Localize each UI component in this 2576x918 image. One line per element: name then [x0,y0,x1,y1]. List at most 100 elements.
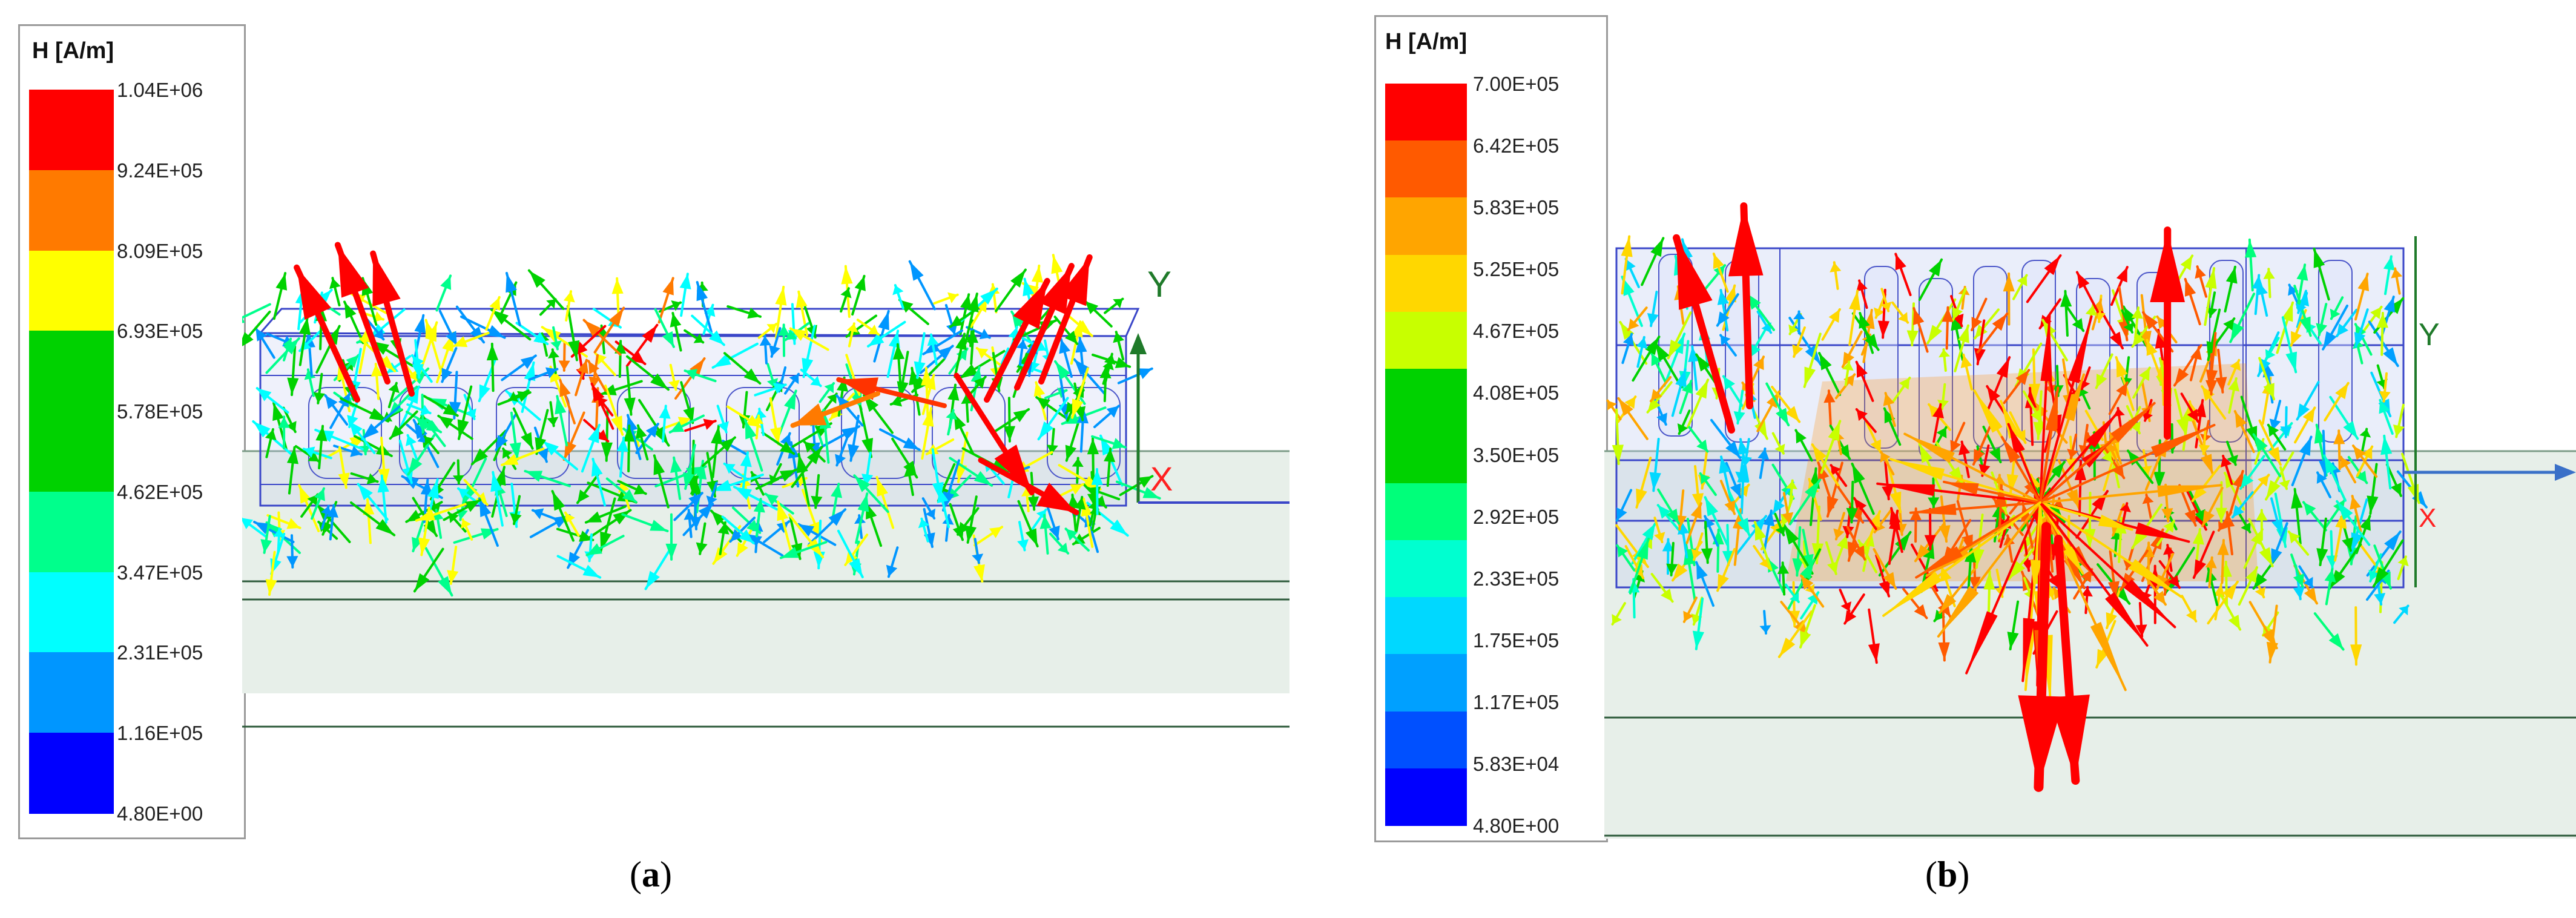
field-vector-head [1837,444,1850,459]
field-vector-head [2263,269,2275,279]
field-vector-head [2105,592,2147,646]
field-vector-head [2215,507,2227,522]
field-vector-head [1932,404,1944,419]
legend-tick-label: 1.16E+05 [117,722,203,745]
field-vector-head [1003,426,1016,441]
field-vector-head [1847,541,1859,561]
field-vector-head [2225,266,2238,284]
field-vector-head [1966,611,1998,673]
field-vector-head [2313,248,2325,268]
field-vector-head [2367,495,2379,514]
field-vector-head [1722,550,1734,565]
y-axis-head [1130,333,1147,354]
field-vector-head [1036,483,1076,513]
field-vector-plot-b: YX [1604,202,2576,839]
field-vector-head [717,421,729,432]
field-vector-head [2245,567,2258,583]
field-vector-head [810,375,821,386]
field-vector-head [903,460,917,478]
legend-swatch [1385,140,1467,199]
wireframe-cylinder [496,387,570,479]
field-vector-head [2223,512,2235,528]
field-vector-head [633,484,646,495]
field-vector-head [472,448,488,464]
field-vector-head [775,286,787,306]
x-axis-head [2555,464,2576,481]
field-vector-head [1075,337,1087,353]
field-vector-head [1622,334,1635,346]
field-vector-head [2090,622,2126,690]
field-vector-head [2255,587,2266,598]
field-vector-head [1662,539,1674,552]
field-vector-head [1899,377,1910,390]
field-vector-head [587,543,603,555]
field-vector-head [2040,315,2052,381]
legend-tick-label: 2.33E+05 [1473,567,1560,590]
field-vector-head [1650,238,1664,257]
legend-swatch [1385,311,1467,370]
field-vector-head [1763,510,1775,527]
field-vector-head [2297,403,2310,420]
field-vector-head [303,446,315,458]
legend-swatch [1385,197,1467,256]
field-vector-head [1842,352,1855,367]
field-vector-head [2142,495,2154,504]
field-vector-head [1723,376,1735,390]
field-vector-head [668,380,680,390]
field-vector-head [388,383,400,394]
legend-tick-label: 4.67E+05 [1473,320,1560,343]
field-vector-head [1110,520,1128,536]
field-vector-head [2280,426,2292,437]
field-vector-head [1721,335,1731,346]
field-vector-head [509,442,521,460]
caption-b: (b) [1925,854,1970,894]
field-vector-head [1846,507,1858,523]
field-vector-head [780,547,799,558]
field-vector-head [490,472,502,492]
field-vector-head [2303,502,2316,516]
field-vector-head [811,495,823,508]
field-vector-head [1072,398,1084,418]
field-vector-head [979,328,990,340]
field-vector-head [447,570,459,584]
field-vector-head [255,328,268,342]
field-vector-head [418,537,430,555]
field-vector-head [789,374,799,385]
field-vector-head [1942,307,1954,322]
legend-swatch [1385,654,1467,712]
field-vector-head [1812,444,1827,463]
field-vector-head [1651,353,1662,366]
field-vector-head [769,427,782,444]
field-vector-head [361,423,379,440]
field-vector-head [650,520,668,531]
field-vector-head [1051,255,1063,274]
field-vector-head [2324,569,2336,583]
field-vector-head [2078,388,2089,398]
field-vector-head [1883,572,1896,589]
field-vector-head [304,369,316,380]
field-vector-head [1754,420,1767,439]
field-vector-head [489,297,501,311]
field-vector-head [2205,369,2218,390]
field-vector-head [524,362,536,381]
field-vector-head [2324,455,2337,474]
legend-tick-label: 3.47E+05 [117,561,203,584]
field-vector-head [989,527,1003,538]
field-vector-head [2135,624,2147,637]
field-vector-head [1700,473,1711,484]
field-vector-head [790,328,807,342]
field-vector-head [2107,441,2118,455]
field-vector-head [745,420,757,440]
field-vector-head [1882,486,1894,500]
field-vector-head [550,340,562,349]
field-vector-head [909,368,921,386]
field-vector-head [613,510,631,525]
legend-title-b: H [A/m] [1385,29,1468,54]
field-vector-head [1059,257,1090,306]
field-vector-head [313,392,325,403]
field-vector-head [1725,285,1736,303]
legend-swatch [1385,711,1467,769]
field-vector-head [724,463,736,474]
field-vector-head [2168,575,2180,588]
field-vector-head [1972,548,1985,568]
